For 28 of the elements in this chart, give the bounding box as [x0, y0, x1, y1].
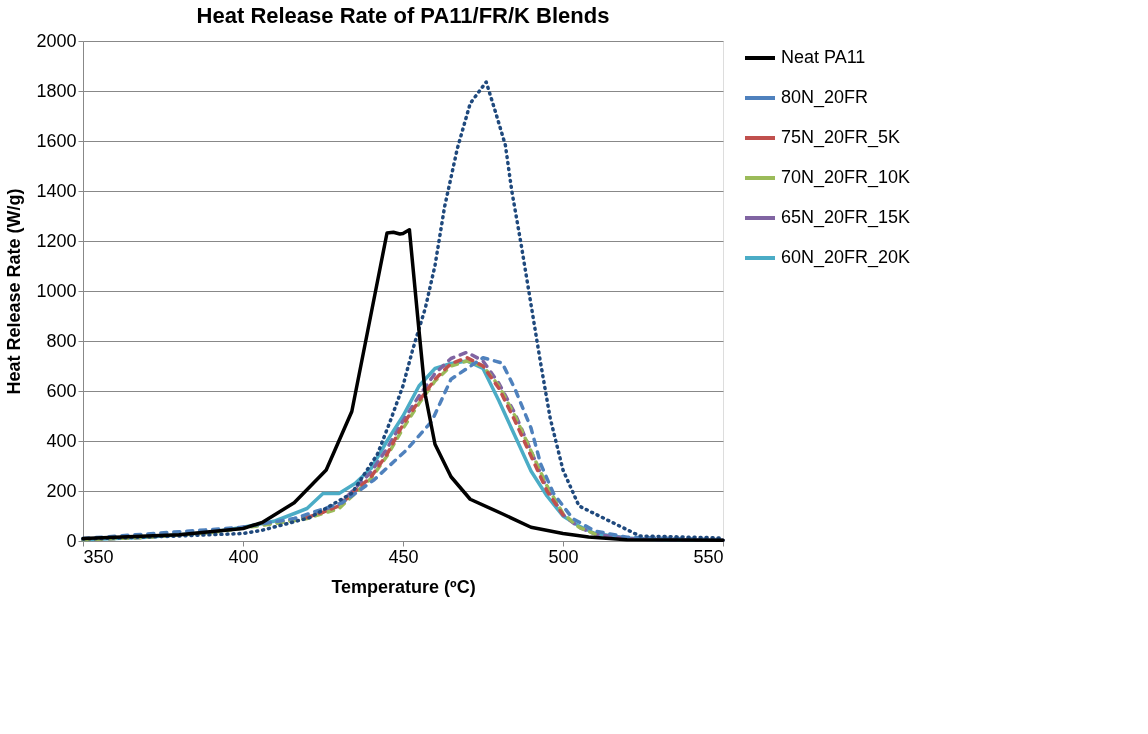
legend-label: 65N_20FR_15K [781, 207, 911, 228]
y-axis-title: Heat Release Rate (W/g) [4, 188, 25, 395]
y-tick-label: 400 [46, 430, 77, 451]
y-tick-label: 0 [66, 530, 77, 551]
y-tick-label: 200 [46, 480, 77, 501]
x-tick-label: 400 [228, 546, 259, 567]
y-tick-label: 800 [46, 330, 77, 351]
x-tick-label: 450 [388, 546, 419, 567]
line-series [81, 228, 725, 542]
y-tick-label: 1400 [36, 180, 77, 201]
legend-label: 80N_20FR [781, 87, 869, 108]
y-tick-label: 600 [46, 380, 77, 401]
x-tick-label: 350 [83, 546, 114, 567]
x-tick-label: 500 [548, 546, 579, 567]
x-axis-title: Temperature (ºC) [331, 576, 476, 597]
legend-label: 60N_20FR_20K [781, 247, 911, 268]
legend-label: Neat PA11 [781, 47, 866, 67]
x-tick-label: 550 [693, 546, 724, 567]
legend-label: 75N_20FR_5K [781, 127, 901, 148]
chart-title: Heat Release Rate of PA11/FR/K Blends [196, 3, 610, 28]
y-tick-label: 1800 [36, 80, 77, 101]
legend-label: 70N_20FR_10K [781, 167, 911, 188]
y-tick-label: 1000 [36, 280, 77, 301]
line-series [305, 356, 565, 520]
y-tick-label: 2000 [36, 30, 77, 51]
line-series [81, 359, 597, 542]
y-tick-label: 1600 [36, 130, 77, 151]
y-tick-label: 1200 [36, 230, 77, 251]
